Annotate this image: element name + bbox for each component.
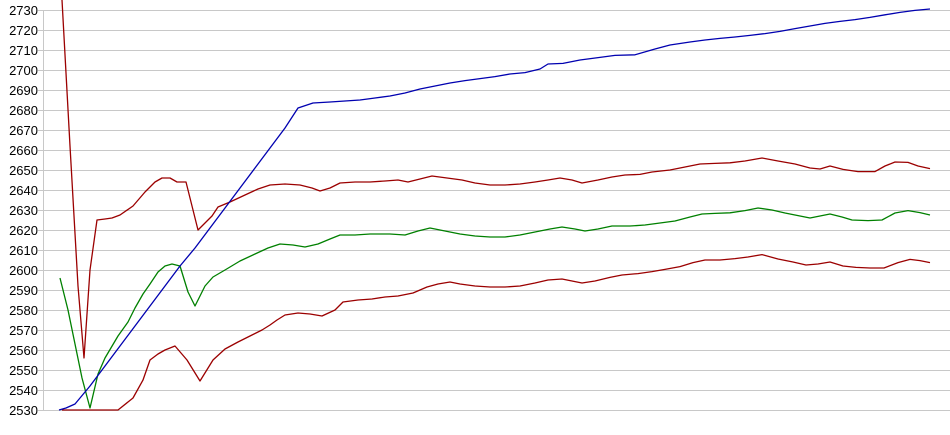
y-axis-label: 2730 [9, 3, 38, 18]
series-line-lower-red-band [62, 253, 931, 411]
y-axis-label: 2720 [9, 23, 38, 38]
y-axis-label: 2700 [9, 63, 38, 78]
y-axis-label: 2550 [9, 363, 38, 378]
y-axis-label: 2680 [9, 103, 38, 118]
y-axis-label: 2690 [9, 83, 38, 98]
series-group [58, 0, 931, 411]
y-axis-label: 2570 [9, 323, 38, 338]
y-axis-label: 2560 [9, 343, 38, 358]
series-line-upper-red-band [61, 0, 931, 359]
y-axis-label: 2580 [9, 303, 38, 318]
y-axis-label: 2670 [9, 123, 38, 138]
y-axis-labels-group: 2730 2720 2710 2700 2690 2680 2670 2660 2650 2640… [9, 3, 38, 418]
y-axis-label: 2710 [9, 43, 38, 58]
y-axis-label: 2600 [9, 263, 38, 278]
y-axis-label: 2610 [9, 243, 38, 258]
series-line-green-middle-line [59, 207, 931, 409]
y-axis-label: 2530 [9, 403, 38, 418]
y-axis-label: 2640 [9, 183, 38, 198]
y-axis-label: 2660 [9, 143, 38, 158]
series-line-blue-rising-line [58, 8, 931, 411]
y-axis-label: 2540 [9, 383, 38, 398]
y-axis-label: 2630 [9, 203, 38, 218]
gridlines-group [43, 10, 950, 411]
y-axis-label: 2620 [9, 223, 38, 238]
y-axis-label: 2650 [9, 163, 38, 178]
y-axis-group [38, 10, 44, 411]
y-axis-label: 2590 [9, 283, 38, 298]
